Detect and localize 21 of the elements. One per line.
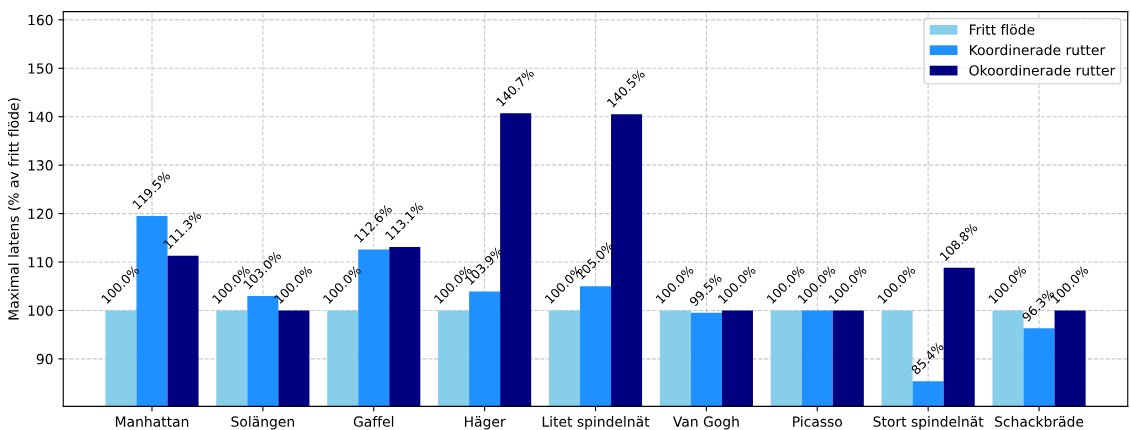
y-tick-label: 90 bbox=[36, 353, 53, 365]
y-tick-label: 130 bbox=[28, 160, 53, 171]
y-tick-label: 110 bbox=[28, 256, 53, 268]
x-tick-label: Stort spindelnät bbox=[873, 416, 984, 430]
y-tick-label: 150 bbox=[28, 63, 53, 74]
x-tick-label: Van Gogh bbox=[672, 416, 739, 430]
x-tick-label: Häger bbox=[464, 416, 506, 430]
x-tick-label: Manhattan bbox=[115, 416, 189, 427]
legend-label: Fritt flöde bbox=[969, 24, 1035, 35]
x-tick-label: Schackbräde bbox=[995, 416, 1084, 427]
x-tick-label: Gaffel bbox=[353, 416, 394, 427]
y-tick-label: 140 bbox=[28, 111, 53, 123]
y-tick-label: 120 bbox=[28, 208, 53, 220]
y-tick-label: 100 bbox=[28, 305, 53, 316]
x-tick-label: Litet spindelnät bbox=[542, 416, 650, 430]
y-axis-title: Maximal latens (% av fritt flöde) bbox=[8, 98, 21, 320]
legend-label: Okoordinerade rutter bbox=[969, 64, 1116, 76]
x-tick-label: Picasso bbox=[793, 416, 843, 427]
legend-label: Koordinerade rutter bbox=[969, 44, 1106, 56]
y-tick-label: 160 bbox=[28, 14, 53, 26]
x-tick-label: Solängen bbox=[231, 416, 295, 430]
